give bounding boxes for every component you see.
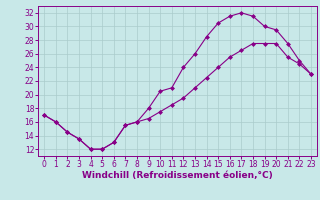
X-axis label: Windchill (Refroidissement éolien,°C): Windchill (Refroidissement éolien,°C): [82, 171, 273, 180]
